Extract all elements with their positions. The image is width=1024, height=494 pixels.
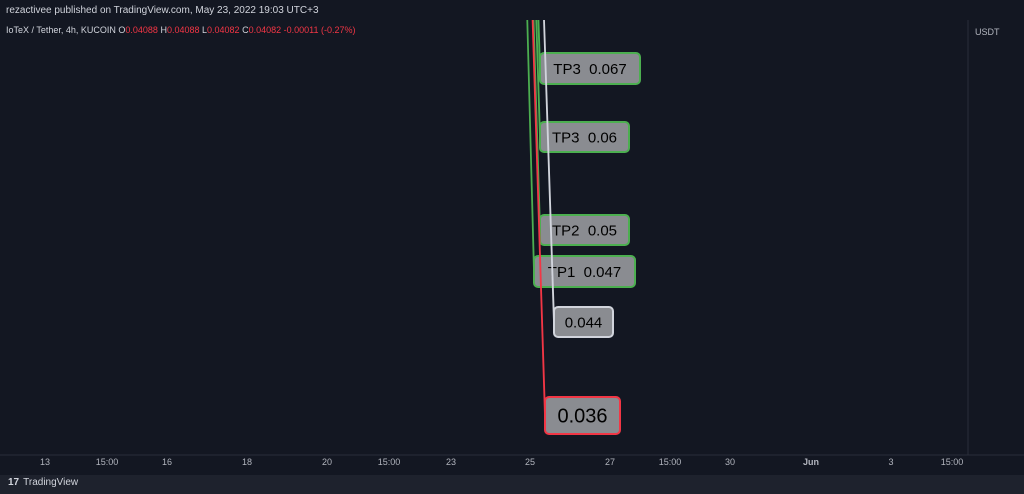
level-callout-label: 0.036 [557,406,607,428]
x-tick-label: 15:00 [378,457,401,467]
x-tick-label: 16 [162,457,172,467]
symbol-info-part: 0.04088 [125,25,160,35]
x-tick-label: 23 [446,457,456,467]
level-callout-label: TP1 0.047 [548,264,621,281]
x-tick-label: 15:00 [659,457,682,467]
level-callout-box [544,396,621,435]
level-callout-box [533,255,636,288]
symbol-info-part: H [160,25,167,35]
symbol-info: IoTeX / Tether, 4h, KUCOIN O0.04088 H0.0… [6,25,355,35]
level-target: TP3 0.06 [534,0,630,153]
level-callout-box [539,52,641,85]
x-tick-label: 25 [525,457,535,467]
x-tick-label: 18 [242,457,252,467]
level-callout-box [539,121,630,153]
x-tick-label: 3 [888,457,893,467]
symbol-info-part: -0.00011 (-0.27%) [284,25,356,35]
x-tick-label: 13 [40,457,50,467]
level-target: TP1 0.047 [525,0,636,288]
x-axis-panel [0,455,1024,475]
tradingview-logo[interactable]: 17 TradingView [8,477,78,488]
x-tick-label: 15:00 [941,457,964,467]
publish-bar: rezactivee published on TradingView.com,… [0,0,1024,20]
x-tick-label: 20 [322,457,332,467]
symbol-info-part: IoTeX / Tether, 4h, KUCOIN [6,25,118,35]
symbol-info-part: O [118,25,125,35]
x-tick-label: 15:00 [96,457,119,467]
level-callout-label: TP2 0.05 [552,222,617,239]
symbol-info-part: C [242,25,249,35]
level-target: TP3 0.067 [536,0,641,85]
x-tick-label: 27 [605,457,615,467]
level-entry: 0.044 [542,0,614,338]
level-callout-label: TP3 0.06 [552,129,617,146]
symbol-info-part: 0.04088 [167,25,202,35]
symbol-info-part: 0.04082 [207,25,242,35]
symbol-info-part: 0.04082 [249,25,284,35]
tradingview-logo-icon: 17 [8,477,20,488]
footer-bar: 17 TradingView [0,475,1024,494]
y-axis-unit: USDT [975,27,1000,37]
level-pointer [531,0,546,422]
tradingview-logo-text: TradingView [23,477,79,488]
publisher-text: rezactivee published on TradingView.com,… [6,5,319,16]
symbol-info-part: L [202,25,207,35]
level-pointer [525,0,535,278]
x-tick-label: 30 [725,457,735,467]
level-callout-box [553,306,614,338]
level-stop: 0.036 [531,0,621,435]
level-callout-label: 0.044 [565,314,603,331]
level-callout-label: TP3 0.067 [553,61,626,78]
x-tick-label: Jun [803,457,819,467]
y-axis-panel [968,20,1024,475]
